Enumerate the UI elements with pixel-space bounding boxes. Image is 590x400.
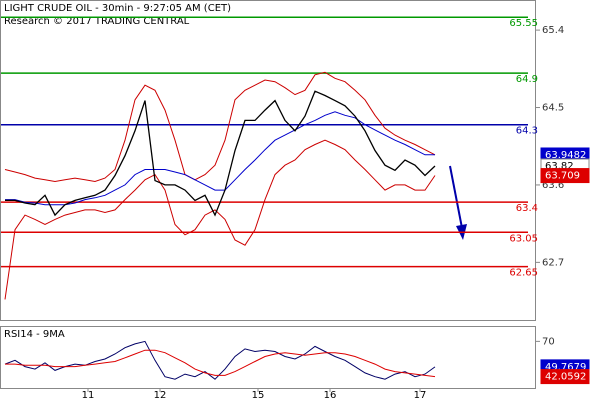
y-tick-label: 63.6 <box>542 180 564 191</box>
price-label: 63.9482 <box>545 150 586 161</box>
arrow <box>449 165 463 229</box>
price-label: 42.0592 <box>545 372 586 383</box>
rsi-panel <box>0 326 536 389</box>
x-tick-label: 15 <box>252 390 265 400</box>
price-label: 49.7679 <box>545 362 586 373</box>
series-line <box>4 139 436 300</box>
price-label-box <box>540 369 590 385</box>
price-label-box <box>540 168 590 184</box>
y-tick-label: 65.4 <box>542 25 564 36</box>
chart-subtitle: Research © 2017 TRADING CENTRAL <box>4 16 190 27</box>
level-label: 62.65 <box>509 268 538 279</box>
price-panel <box>0 0 536 321</box>
series-line <box>5 90 436 217</box>
series-line <box>4 340 436 380</box>
rsi-title: RSI14 - 9MA <box>4 329 65 340</box>
y-tick-label: 64.5 <box>542 103 564 114</box>
y-tick-label: 62.7 <box>542 257 564 268</box>
price-label: 63.82 <box>545 161 574 172</box>
level-label: 64.3 <box>516 126 538 137</box>
x-tick-label: 11 <box>82 390 95 400</box>
x-tick-label: 16 <box>324 390 337 400</box>
price-label: 63.709 <box>545 171 580 182</box>
x-tick-label: 17 <box>414 390 427 400</box>
level-label: 63.05 <box>509 233 538 244</box>
series-line <box>5 349 436 378</box>
series-line <box>5 111 435 206</box>
y-tick-label: 70 <box>542 336 555 347</box>
x-tick-label: 12 <box>154 390 167 400</box>
chart-title: LIGHT CRUDE OIL - 30min - 9:27:05 AM (CE… <box>4 3 231 14</box>
level-label: 63.4 <box>516 203 538 214</box>
level-label: 65.55 <box>509 18 538 29</box>
level-label: 64.9 <box>516 74 538 85</box>
series-line <box>4 71 436 183</box>
